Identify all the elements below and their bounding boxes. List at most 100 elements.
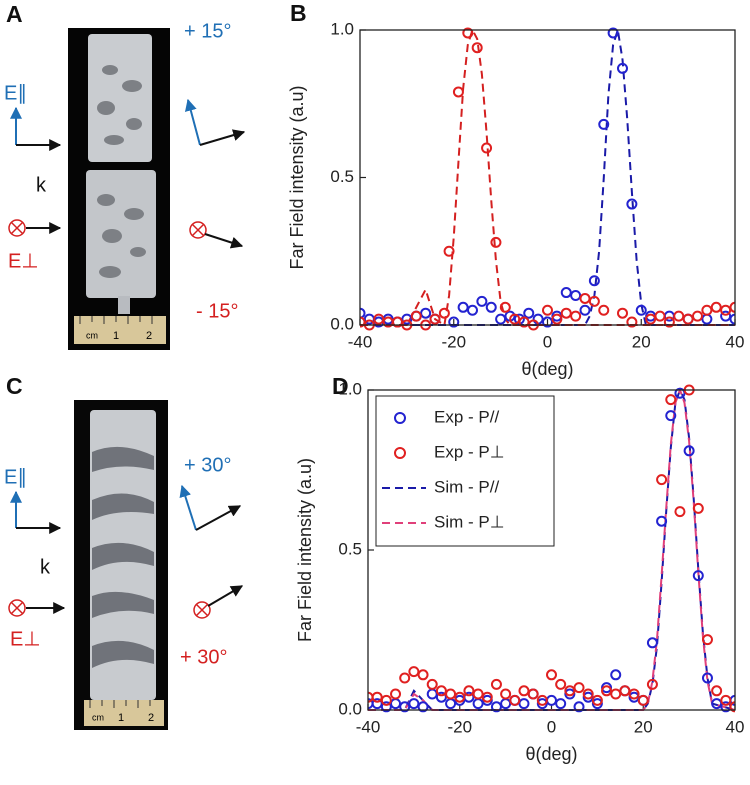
exp-marker	[499, 301, 511, 313]
y-tick-label: 1.0	[338, 379, 362, 398]
x-tick-label: -40	[356, 717, 381, 736]
x-tick-label: -20	[447, 717, 472, 736]
exp-marker	[445, 688, 457, 700]
exp-marker	[435, 685, 447, 697]
exp-marker	[601, 682, 613, 694]
exp-marker	[579, 292, 591, 304]
k-arrow	[199, 129, 246, 146]
exp-marker	[546, 694, 557, 706]
exp-marker	[518, 698, 530, 710]
exp-marker	[417, 669, 429, 681]
exp-marker	[490, 678, 502, 690]
exp-marker	[371, 691, 383, 703]
exp-marker	[701, 313, 713, 325]
y-tick-label: 0.0	[330, 314, 354, 333]
exp-marker	[673, 310, 685, 322]
exp-marker	[509, 694, 521, 706]
exp-marker	[454, 691, 466, 703]
exp-marker	[628, 688, 640, 700]
exp-marker	[701, 304, 713, 316]
angle-label: - 15°	[196, 300, 238, 322]
exp-marker	[481, 142, 493, 154]
y-axis-label: Far Field intensity (a.u)	[295, 458, 315, 642]
x-tick-label: -20	[441, 332, 466, 351]
exp-marker	[646, 678, 658, 690]
exp-marker	[462, 27, 474, 39]
e-par-label: E∥	[4, 466, 27, 488]
exp-marker	[457, 301, 469, 313]
exp-marker	[438, 307, 450, 319]
exp-marker	[371, 698, 383, 710]
angle-label: + 30°	[184, 454, 231, 476]
exp-marker	[711, 698, 723, 710]
exp-marker	[448, 316, 460, 328]
exp-marker	[551, 313, 563, 325]
exp-marker	[682, 313, 694, 325]
legend-label: Exp - P//	[434, 407, 499, 426]
exp-marker	[452, 86, 464, 98]
ruler-label: cm	[86, 330, 98, 340]
exp-marker	[591, 698, 603, 710]
exp-marker	[663, 316, 675, 328]
exp-marker	[426, 688, 438, 700]
exp-marker	[360, 316, 366, 328]
k-arrow	[204, 233, 244, 249]
x-tick-label: 20	[634, 717, 653, 736]
plot-area	[368, 384, 735, 713]
exp-marker	[582, 691, 594, 703]
exp-marker	[392, 316, 403, 328]
x-tick-label: 20	[632, 332, 651, 351]
exp-marker	[610, 669, 622, 681]
exp-marker	[429, 313, 441, 325]
exp-marker	[674, 387, 686, 399]
exp-marker	[617, 62, 628, 74]
exp-marker	[500, 688, 512, 700]
exp-marker	[720, 310, 732, 322]
exp-marker	[426, 678, 438, 690]
exp-marker	[417, 701, 429, 713]
y-tick-label: 0.5	[338, 539, 362, 558]
x-axis-label: θ(deg)	[525, 744, 577, 764]
exp-marker	[619, 685, 631, 697]
legend-label: Exp - P⊥	[434, 442, 505, 461]
e-par-arrow	[179, 484, 197, 531]
exp-marker	[710, 301, 722, 313]
exp-marker	[591, 694, 603, 706]
x-tick-label: 0	[547, 717, 556, 736]
exp-marker	[445, 698, 457, 710]
exp-marker	[656, 474, 668, 486]
e-perp-label: E⊥	[8, 250, 39, 272]
exp-marker	[573, 701, 585, 713]
exp-marker	[656, 515, 668, 527]
exp-marker	[711, 685, 723, 697]
x-tick-label: 0	[543, 332, 552, 351]
panel-label: C	[6, 373, 23, 399]
exp-marker	[555, 698, 567, 710]
k-label: k	[36, 174, 47, 196]
exp-marker	[560, 307, 572, 319]
exp-marker	[490, 236, 502, 248]
exp-marker	[692, 570, 704, 582]
sim-line	[368, 387, 735, 711]
exp-marker	[579, 304, 591, 316]
exp-marker	[435, 691, 447, 703]
exp-marker	[472, 688, 484, 700]
photo-c: cm 1 2	[74, 400, 168, 730]
x-tick-label: 40	[726, 717, 745, 736]
angle-label: + 15°	[184, 20, 231, 42]
plot-area	[360, 27, 735, 331]
exp-marker	[635, 304, 647, 316]
exp-marker	[518, 685, 530, 697]
exp-marker	[729, 701, 735, 713]
exp-marker	[598, 118, 610, 130]
exp-marker	[408, 698, 420, 710]
otimes	[8, 599, 26, 617]
exp-marker	[564, 685, 576, 697]
otimes	[189, 221, 207, 239]
exp-marker	[607, 27, 619, 39]
exp-marker	[665, 394, 677, 406]
exp-marker	[467, 304, 478, 316]
exp-marker	[390, 688, 402, 700]
photo-a: cm 1 2	[68, 28, 170, 350]
